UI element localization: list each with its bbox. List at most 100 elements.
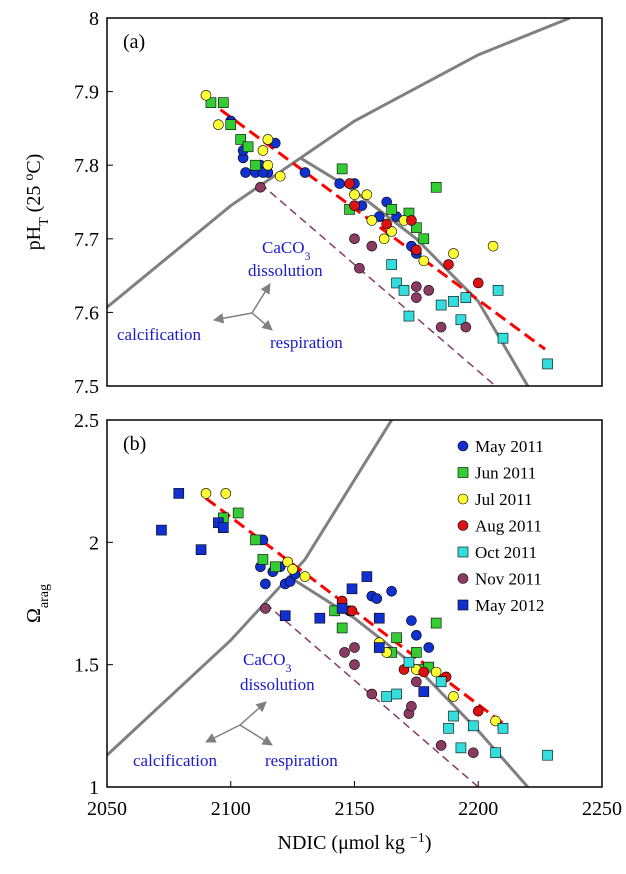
y-axis-label-part: (25: [23, 181, 45, 218]
point: [336, 622, 348, 634]
panel: 7.5 7.6 7.7 7.8 7.9 8 (a) pHT (25 oC) CaCO3disso…: [22, 8, 603, 398]
point: [411, 292, 422, 303]
y-tick-label: 1: [89, 777, 99, 799]
point: [344, 178, 355, 189]
point: [497, 332, 509, 344]
point: [391, 688, 402, 700]
point: [195, 544, 207, 555]
point: [423, 285, 435, 296]
point: [346, 583, 358, 595]
point: [430, 617, 442, 629]
legend-marker: [457, 467, 469, 478]
point: [542, 358, 553, 370]
y-tick-label: 7.9: [74, 82, 99, 104]
point: [418, 666, 430, 678]
point: [262, 159, 274, 171]
point: [386, 226, 397, 237]
point: [220, 488, 232, 499]
point: [200, 488, 212, 499]
annotation: CaCO3: [262, 238, 311, 263]
legend-label: May 2011: [475, 437, 544, 456]
point: [435, 321, 447, 333]
point: [418, 233, 430, 245]
point: [460, 292, 472, 303]
point: [373, 612, 385, 624]
y-axis-label-part: C): [23, 154, 45, 174]
point: [373, 642, 385, 653]
point: [391, 632, 402, 644]
point: [336, 163, 348, 175]
point: [366, 688, 378, 700]
point: [430, 666, 442, 678]
point: [349, 189, 360, 200]
point: [361, 189, 373, 200]
point: [274, 170, 286, 182]
x-tick-label: 2100: [211, 798, 251, 820]
point: [156, 524, 167, 536]
annotation-part: respiration: [265, 751, 338, 770]
annotation-part: CaCO: [262, 238, 305, 257]
panel: 1 1.5 2 2.5 2050 2100 2150 2200 2250 (b) Ωarag NDIC…: [23, 410, 622, 854]
y-axis-label-part: arag: [37, 584, 52, 608]
point: [282, 556, 293, 568]
point: [299, 571, 311, 582]
point: [403, 656, 415, 668]
annotation: respiration: [270, 333, 343, 352]
point: [354, 262, 365, 274]
point: [225, 119, 237, 131]
legend-marker: [457, 440, 469, 452]
reference-line: [205, 97, 546, 351]
point: [218, 97, 229, 108]
point: [260, 578, 271, 590]
point: [430, 181, 442, 193]
legend-label: Nov 2011: [475, 570, 542, 589]
plot-frame: [106, 419, 603, 788]
point: [284, 576, 296, 587]
annotation: calcification: [117, 325, 202, 344]
x-tick-label: 2250: [582, 798, 622, 820]
point: [366, 240, 378, 252]
point: [435, 299, 447, 311]
point: [262, 134, 274, 145]
y-tick-label: 2: [89, 532, 99, 554]
panel-label: (a): [123, 31, 145, 53]
point: [242, 141, 254, 153]
x-axis-label: NDIC (μmol kg −1): [278, 831, 432, 855]
point: [257, 554, 269, 565]
arrow: [205, 724, 241, 743]
y-tick-label: 1.5: [74, 655, 99, 677]
point: [255, 181, 266, 193]
point: [490, 747, 501, 759]
panel-label: (b): [123, 433, 146, 455]
point: [435, 740, 447, 751]
point: [279, 610, 291, 622]
point: [391, 277, 402, 289]
y-tick-label: 7.8: [74, 155, 99, 177]
annotation-part: 3: [286, 661, 292, 675]
point: [334, 178, 345, 189]
point: [487, 240, 499, 252]
point: [250, 534, 261, 546]
point: [411, 281, 422, 292]
point: [235, 134, 246, 145]
point: [299, 167, 311, 178]
point: [371, 593, 383, 604]
legend-marker: [457, 493, 469, 505]
y-tick-label: 2.5: [74, 410, 99, 432]
point: [411, 647, 422, 658]
point: [200, 89, 212, 101]
annotation: dissolution: [248, 261, 323, 280]
point: [411, 244, 422, 256]
point: [497, 722, 509, 734]
annotation: dissolution: [240, 675, 315, 694]
legend-label: Aug 2011: [475, 517, 542, 536]
point: [435, 676, 447, 688]
arrow: [239, 724, 273, 746]
point: [460, 321, 472, 333]
legend-label: Jul 2011: [475, 490, 532, 509]
y-axis-label-part: pH: [23, 226, 45, 250]
point: [443, 722, 454, 734]
point: [361, 571, 373, 582]
annotation-part: respiration: [270, 333, 343, 352]
reference-line: [107, 18, 571, 309]
